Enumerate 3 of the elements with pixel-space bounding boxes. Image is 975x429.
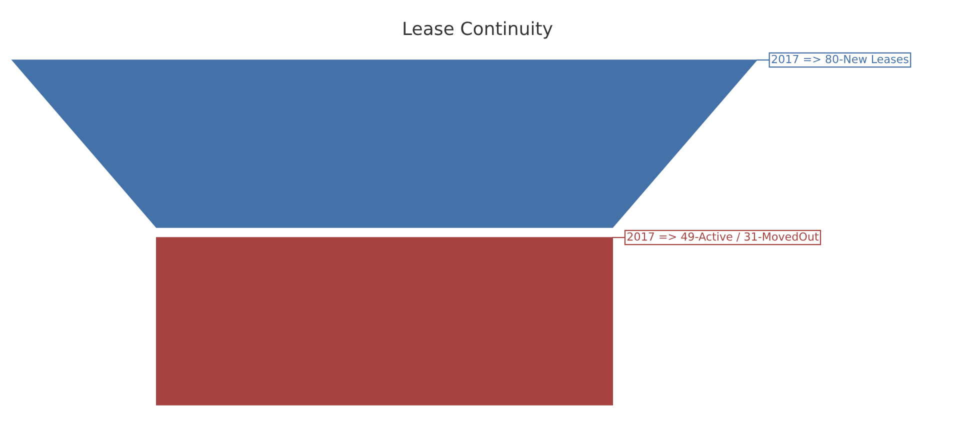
data-label: 2017 => 80-New Leases: [772, 54, 908, 64]
text: Lease Continuity: [404, 21, 552, 39]
data-label: 2017 => 49-Active / 31-MovedOut: [627, 232, 819, 242]
